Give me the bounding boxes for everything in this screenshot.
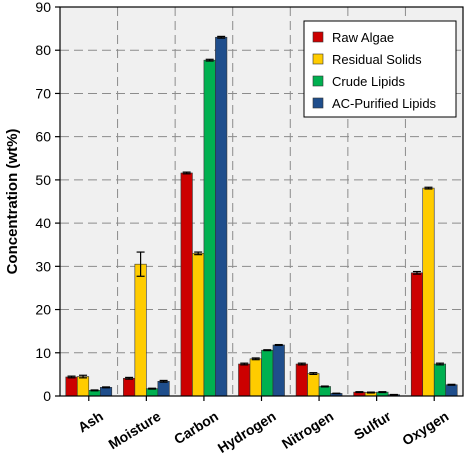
error-bar: [79, 374, 88, 379]
y-tick-label: 60: [35, 129, 51, 145]
bar: [180, 172, 193, 397]
bar: [146, 388, 159, 397]
bar: [295, 363, 308, 397]
bar: [215, 36, 228, 397]
bar: [238, 363, 251, 397]
error-bar: [148, 387, 157, 390]
bar: [134, 263, 147, 397]
y-tick-label: 80: [35, 42, 51, 58]
legend-swatch: [312, 97, 324, 109]
bar: [249, 358, 262, 397]
y-axis: 0 10 20 30 40 50 60 70 80 90: [35, 0, 60, 404]
legend-swatch: [312, 53, 324, 65]
error-bar: [217, 35, 226, 39]
bar: [307, 373, 320, 397]
error-bar: [320, 385, 329, 388]
error-bar: [412, 270, 421, 275]
x-tick-label: Hydrogen: [215, 408, 279, 456]
error-bar: [378, 391, 387, 394]
x-tick-label: Sulfur: [351, 408, 394, 443]
bar: [203, 59, 216, 397]
error-bar: [309, 372, 318, 375]
error-bar: [240, 362, 249, 366]
legend: Raw Algae Residual Solids Crude Lipids AC-P…: [303, 20, 457, 118]
y-tick-label: 10: [35, 345, 51, 361]
error-bar: [102, 386, 111, 389]
error-bar: [355, 391, 364, 394]
legend-label: Residual Solids: [332, 52, 422, 67]
error-bar: [159, 379, 168, 383]
error-bar: [297, 362, 306, 366]
bar: [76, 376, 90, 397]
legend-swatch: [312, 31, 324, 43]
y-tick-label: 90: [35, 0, 51, 15]
error-bar: [435, 362, 444, 366]
legend-box: [303, 20, 457, 118]
error-bar: [182, 171, 191, 175]
y-tick-label: 40: [35, 215, 51, 231]
bar: [318, 386, 331, 397]
y-tick-label: 30: [35, 258, 51, 274]
error-bar: [125, 376, 134, 380]
legend-label: Raw Algae: [332, 30, 394, 45]
error-bar: [366, 391, 375, 394]
bar: [272, 344, 285, 397]
legend-label: AC-Purified Lipids: [332, 96, 437, 111]
bar: [422, 187, 435, 397]
x-tick-label: Nitrogen: [279, 408, 336, 452]
x-tick-label: Ash: [75, 408, 106, 436]
bar: [157, 381, 170, 397]
bar: [433, 363, 447, 397]
error-bar: [424, 186, 433, 190]
error-bar: [205, 58, 214, 62]
bar: [261, 349, 274, 397]
bar: [65, 376, 78, 397]
y-tick-label: 20: [35, 302, 51, 318]
bar: [410, 272, 424, 397]
y-tick-label: 0: [43, 388, 51, 404]
error-bar: [274, 343, 283, 347]
error-bar: [90, 389, 99, 392]
x-tick-label: Carbon: [171, 408, 221, 448]
legend-swatch: [312, 75, 324, 87]
legend-label: Crude Lipids: [332, 74, 405, 89]
error-bar: [136, 251, 145, 277]
x-tick-label: Moisture: [106, 408, 164, 453]
error-bar: [263, 349, 272, 352]
bar: [99, 387, 113, 397]
y-tick-label: 50: [35, 172, 51, 188]
error-bar: [251, 357, 260, 361]
error-bar: [447, 383, 456, 386]
error-bar: [194, 251, 203, 256]
bar: [192, 253, 205, 397]
y-tick-label: 70: [35, 85, 51, 101]
bar: [445, 384, 458, 397]
y-axis-label: Concentration (wt%): [4, 129, 21, 275]
x-tick-label: Oxygen: [399, 408, 451, 449]
error-bar: [67, 375, 76, 379]
bar: [123, 377, 136, 397]
